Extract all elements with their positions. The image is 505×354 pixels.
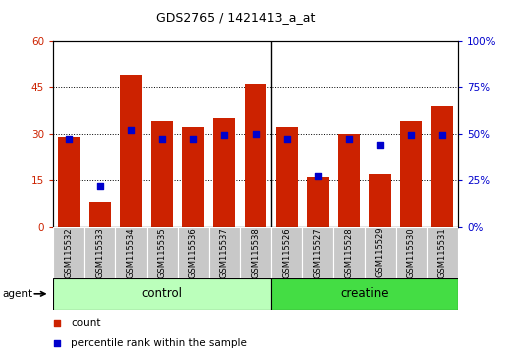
- Bar: [151, 121, 173, 227]
- Point: [189, 136, 197, 142]
- Text: GSM115537: GSM115537: [220, 227, 228, 278]
- Point: [407, 133, 415, 138]
- Text: creatine: creatine: [339, 287, 388, 300]
- Text: GSM115529: GSM115529: [375, 227, 384, 278]
- Bar: [58, 137, 79, 227]
- Point: [158, 136, 166, 142]
- Text: control: control: [141, 287, 182, 300]
- Bar: [333, 227, 364, 278]
- Text: count: count: [71, 318, 100, 328]
- Bar: [399, 121, 421, 227]
- Bar: [244, 84, 266, 227]
- Bar: [177, 227, 209, 278]
- Text: GDS2765 / 1421413_a_at: GDS2765 / 1421413_a_at: [156, 11, 314, 24]
- Point: [65, 136, 73, 142]
- Text: GSM115534: GSM115534: [126, 227, 135, 278]
- Bar: [209, 227, 239, 278]
- Bar: [337, 133, 359, 227]
- Bar: [84, 227, 115, 278]
- Bar: [431, 106, 452, 227]
- Bar: [307, 177, 328, 227]
- Bar: [271, 278, 457, 310]
- Text: GSM115536: GSM115536: [188, 227, 197, 278]
- Bar: [426, 227, 457, 278]
- Point: [344, 136, 352, 142]
- Text: GSM115533: GSM115533: [95, 227, 104, 278]
- Bar: [239, 227, 271, 278]
- Text: GSM115528: GSM115528: [344, 227, 353, 278]
- Bar: [213, 118, 235, 227]
- Point: [127, 127, 135, 133]
- Bar: [395, 227, 426, 278]
- Text: GSM115532: GSM115532: [64, 227, 73, 278]
- Bar: [271, 227, 301, 278]
- Point: [251, 131, 259, 136]
- Bar: [301, 227, 333, 278]
- Bar: [364, 227, 395, 278]
- Bar: [369, 174, 390, 227]
- Bar: [89, 202, 111, 227]
- Point: [437, 133, 445, 138]
- Text: GSM115535: GSM115535: [157, 227, 166, 278]
- Point: [288, 213, 296, 218]
- Point: [313, 173, 321, 179]
- Point: [375, 142, 383, 148]
- Bar: [115, 227, 146, 278]
- Text: GSM115526: GSM115526: [282, 227, 290, 278]
- Text: agent: agent: [3, 289, 33, 299]
- Bar: [182, 127, 204, 227]
- Text: GSM115538: GSM115538: [250, 227, 260, 278]
- Bar: [120, 75, 141, 227]
- Text: GSM115530: GSM115530: [406, 227, 415, 278]
- Text: GSM115527: GSM115527: [313, 227, 322, 278]
- Text: percentile rank within the sample: percentile rank within the sample: [71, 338, 247, 348]
- Bar: [146, 227, 177, 278]
- Point: [282, 136, 290, 142]
- Point: [220, 133, 228, 138]
- Bar: [53, 227, 84, 278]
- Point: [288, 29, 296, 34]
- Text: GSM115531: GSM115531: [437, 227, 446, 278]
- Bar: [275, 127, 297, 227]
- Bar: [53, 278, 271, 310]
- Point: [95, 183, 104, 188]
